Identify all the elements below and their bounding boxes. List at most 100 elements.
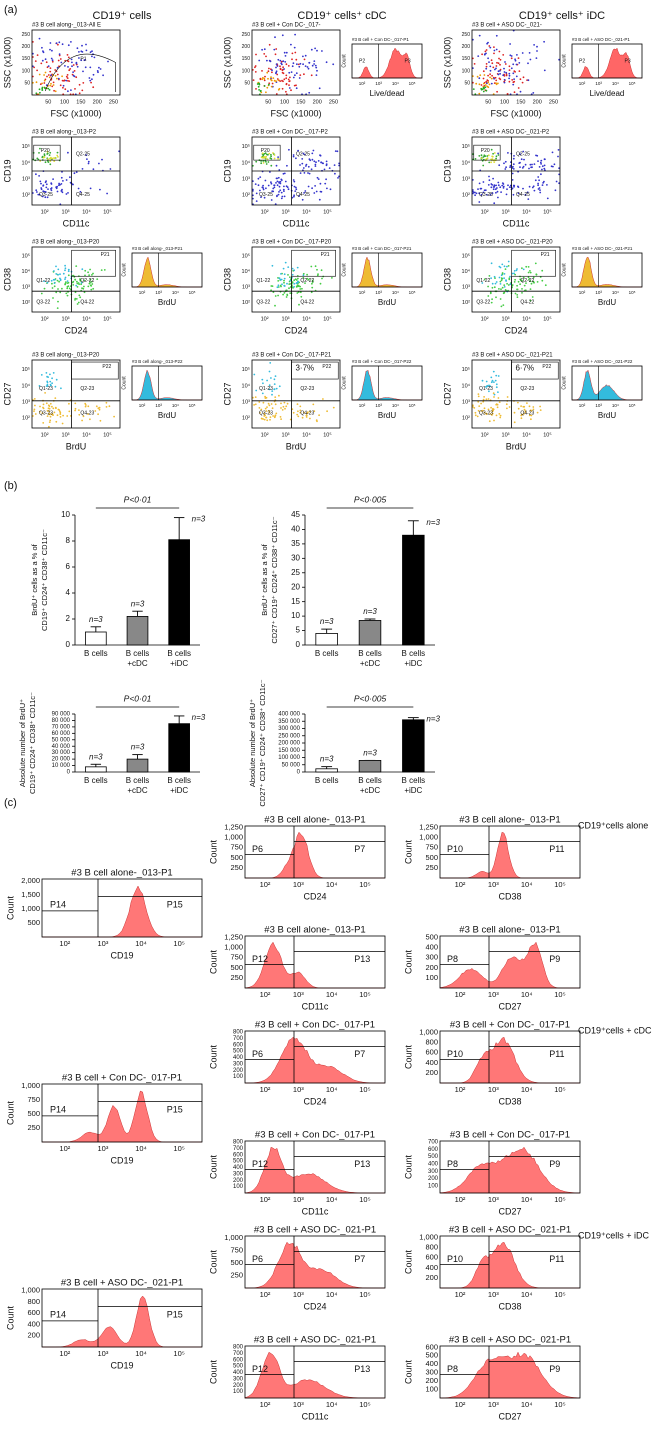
x-tick-label: 10⁵ [189,403,196,408]
event-dot [490,406,492,409]
event-dot [284,61,287,63]
x-axis-label: CD24 [504,325,527,335]
event-dot [57,273,59,276]
event-dot [482,86,485,89]
event-dot [34,60,37,62]
event-dot [261,392,264,395]
event-dot [273,157,276,160]
event-dot [289,76,291,79]
y-tick-label: 1,000 [21,1081,40,1090]
event-dot [283,195,286,198]
event-dot [40,188,43,191]
event-dot [303,73,305,76]
y-tick-label: 750 [230,843,243,852]
y-tick-label: 5 [296,626,301,635]
event-dot [255,160,258,163]
event-dot [270,182,273,185]
event-dot [487,57,489,60]
event-dot [477,188,479,191]
y-axis-label: Count [403,1045,413,1070]
y-tick-label: 50 000 [282,762,301,768]
event-dot [66,415,69,417]
event-dot [49,151,52,154]
y-tick-label: 500 [230,963,243,972]
y-tick-label: 250 [22,32,31,38]
event-dot [44,161,47,164]
event-dot [512,72,515,75]
x-tick-label: 10⁵ [543,208,551,215]
event-dot [299,288,302,290]
y-axis-label: CD19 [2,159,12,182]
event-dot [536,50,538,52]
histogram-area [572,47,642,79]
x-tick-label: 10² [579,290,586,295]
event-dot [522,165,525,168]
event-dot [314,47,316,50]
event-dot [479,187,482,190]
event-dot [495,48,498,51]
y-axis-label: CD19 [442,159,452,182]
event-dot [311,281,314,283]
event-dot [277,156,279,159]
plot-title: #3 B cell along-_013-P20 [32,353,100,359]
y-tick-label: 10³ [22,177,30,183]
x-tick-label: 10⁵ [554,1085,565,1094]
event-dot [266,153,268,156]
event-dot [498,50,501,53]
event-dot [472,153,474,156]
event-dot [54,157,56,160]
plot-title: #3 B cell + Con DC-_017-P22 [352,359,412,364]
event-dot [78,283,80,286]
histogram-area [440,831,580,879]
x-axis-label: FSC (x1000) [50,108,101,118]
event-dot [46,150,49,153]
x-tick-label: 10³ [293,1085,304,1094]
event-dot [283,273,286,276]
event-dot [87,285,90,288]
event-dot [282,293,284,296]
event-dot [49,383,52,386]
event-dot [520,413,523,416]
x-tick-label: 10⁵ [409,403,416,408]
y-tick-label: 200 [425,1376,438,1385]
event-dot [74,409,76,412]
event-dot [498,164,501,167]
x-tick-label: 250 [109,99,118,105]
event-dot [266,86,269,89]
gate-label: P9 [549,1364,560,1374]
histogram-area [572,256,642,288]
event-dot [289,279,292,282]
event-dot [58,184,60,187]
event-dot [261,152,264,155]
event-dot [284,261,287,264]
gate-label: P12 [252,954,268,964]
event-dot [553,163,556,166]
x-axis-label: Live/dead [370,89,405,98]
event-dot [53,160,56,163]
event-dot [517,280,520,283]
event-dot [277,193,280,196]
event-dot [303,411,305,414]
event-dot [511,272,514,275]
event-dot [259,78,262,81]
event-dot [283,190,285,193]
event-dot [62,86,64,89]
x-tick-label: 10⁴ [326,1400,338,1409]
y-tick-label: 150 [242,56,251,62]
y-tick-label: 200 [233,1383,244,1389]
gate-label: Q3-25 [39,192,53,198]
event-dot [33,410,35,412]
event-dot [535,273,538,276]
n-label: n=3 [426,518,440,527]
event-dot [90,281,93,283]
event-dot [83,59,86,62]
x-tick-label: 10² [139,403,146,408]
event-dot [77,187,80,190]
event-dot [503,265,506,268]
event-dot [472,88,475,90]
event-dot [288,148,290,151]
event-dot [518,162,521,165]
event-dot [51,377,53,380]
event-dot [532,408,535,411]
event-dot [268,152,271,155]
